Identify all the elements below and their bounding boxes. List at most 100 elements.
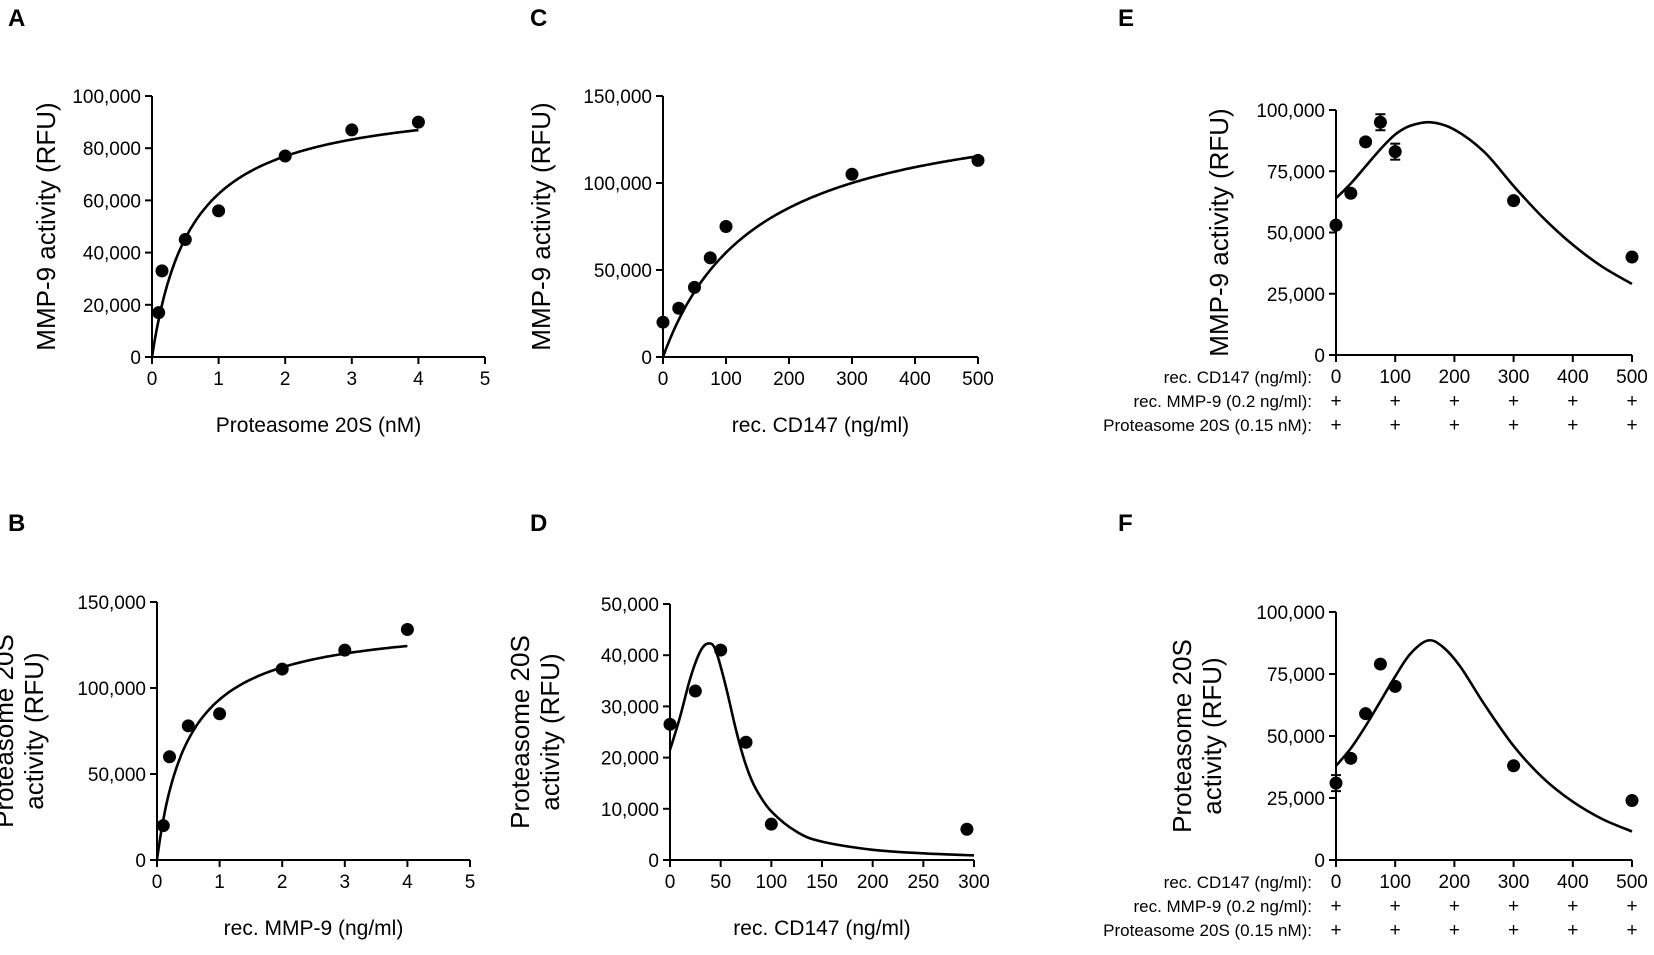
y-tick-label: 80,000 xyxy=(83,139,141,160)
y-tick-label: 20,000 xyxy=(601,749,659,770)
data-point xyxy=(1373,657,1387,671)
data-point xyxy=(338,643,352,657)
panel-f: F 0 25,000 50,000 75,000 100,000 0 100 200 300 400… xyxy=(1103,510,1648,941)
data-point xyxy=(163,750,177,764)
y-tick-label: 0 xyxy=(130,348,141,369)
data-point xyxy=(688,684,702,698)
x-tick-label: 0 xyxy=(152,872,163,893)
y-tick-label: 40,000 xyxy=(601,646,659,667)
condition-plus: + xyxy=(1508,391,1519,412)
y-tick-label: 100,000 xyxy=(1256,603,1325,624)
y-tick-label: 10,000 xyxy=(601,800,659,821)
panel-c: C 0 50,000 100,000 150,000 0 100 200 300 400 500 re… xyxy=(526,5,994,437)
data-point xyxy=(178,233,192,247)
condition-plus: + xyxy=(1449,920,1460,941)
panel-e: E 0 25,000 50,000 75,000 100,000 0 100 200 300 400… xyxy=(1103,5,1648,436)
x-tick-label: 2 xyxy=(280,369,291,390)
x-tick-label: 3 xyxy=(347,369,358,390)
x-tick-label: 0 xyxy=(1331,367,1342,388)
data-point xyxy=(656,315,670,329)
x-tick-label: 300 xyxy=(1498,367,1530,388)
y-tick-label: 0 xyxy=(648,851,659,872)
condition-plus: + xyxy=(1390,896,1401,917)
data-point xyxy=(212,204,226,218)
fit-curve xyxy=(1335,638,1633,833)
data-point xyxy=(1344,751,1358,765)
y-tick-label: 100,000 xyxy=(77,679,146,700)
condition-plus: + xyxy=(1330,415,1341,436)
x-tick-label: 0 xyxy=(1331,872,1342,893)
y-tick-label: 100,000 xyxy=(72,87,141,108)
y-axis-label: MMP-9 activity (RFU) xyxy=(1204,108,1234,356)
x-tick-label: 400 xyxy=(1557,872,1589,893)
data-point xyxy=(1359,135,1373,149)
x-tick-label: 2 xyxy=(277,872,288,893)
data-point xyxy=(1507,194,1521,208)
data-point xyxy=(960,822,974,836)
data-point xyxy=(719,220,733,233)
y-axis-label: MMP-9 activity (RFU) xyxy=(31,102,61,350)
data-point xyxy=(400,623,414,637)
condition-plus: + xyxy=(1449,896,1460,917)
condition-plus: + xyxy=(1626,415,1637,436)
panel-letter: E xyxy=(1118,5,1134,32)
x-tick-label: 400 xyxy=(1557,367,1589,388)
y-tick-label: 100,000 xyxy=(1256,101,1325,122)
fit-curve xyxy=(668,642,975,857)
data-point xyxy=(1388,145,1402,159)
condition-row-label: Proteasome 20S (0.15 nM): xyxy=(1103,416,1312,435)
data-point xyxy=(845,167,859,181)
y-tick-label: 0 xyxy=(641,348,652,369)
condition-plus: + xyxy=(1567,415,1578,436)
panel-d: D 0 10,000 20,000 30,000 40,000 50,000 0 50 100 15… xyxy=(505,510,990,940)
panel-b: B 0 50,000 100,000 150,000 0 1 2 3 4 5 rec. MMP-9 (… xyxy=(0,510,475,940)
y-tick-label: 75,000 xyxy=(1267,162,1325,183)
condition-plus: + xyxy=(1567,896,1578,917)
y-tick-label: 150,000 xyxy=(583,87,652,108)
condition-plus: + xyxy=(1330,920,1341,941)
condition-plus: + xyxy=(1449,391,1460,412)
x-tick-label: 4 xyxy=(402,872,413,893)
data-point xyxy=(663,717,677,731)
x-tick-label: 250 xyxy=(907,872,939,893)
y-tick-label: 25,000 xyxy=(1267,285,1325,306)
data-point xyxy=(278,149,292,163)
data-point xyxy=(345,123,359,137)
data-point xyxy=(764,817,778,831)
panel-letter: D xyxy=(530,510,547,537)
data-point xyxy=(739,735,753,749)
y-axis-label: Proteasome 20S xyxy=(505,635,535,829)
x-tick-label: 100 xyxy=(710,369,742,390)
x-axis-label: Proteasome 20S (nM) xyxy=(216,414,421,437)
y-axis-label: activity (RFU) xyxy=(535,653,565,810)
x-axis-label: rec. CD147 (ng/ml) xyxy=(732,414,909,437)
x-tick-label: 0 xyxy=(658,369,669,390)
y-tick-label: 50,000 xyxy=(88,765,146,786)
condition-row-label: rec. MMP-9 (0.2 ng/ml): xyxy=(1133,897,1312,916)
panel-letter: F xyxy=(1118,510,1133,537)
condition-plus: + xyxy=(1330,896,1341,917)
data-point xyxy=(672,301,686,315)
data-point xyxy=(1373,115,1387,129)
data-point xyxy=(688,280,701,294)
x-tick-label: 100 xyxy=(755,872,787,893)
x-tick-label: 300 xyxy=(836,369,868,390)
data-point xyxy=(1388,679,1402,693)
condition-plus: + xyxy=(1449,415,1460,436)
condition-plus: + xyxy=(1508,920,1519,941)
condition-plus: + xyxy=(1330,391,1341,412)
x-tick-label: 500 xyxy=(1616,367,1648,388)
panel-a: A 0 20,000 40,000 60,000 80,000 100,000 0 1 2 3 4 5 P… xyxy=(8,5,490,437)
panel-letter: A xyxy=(8,5,25,32)
condition-plus: + xyxy=(1567,920,1578,941)
x-tick-label: 300 xyxy=(958,872,990,893)
y-tick-label: 150,000 xyxy=(77,593,146,614)
x-tick-label: 50 xyxy=(710,872,731,893)
y-tick-label: 20,000 xyxy=(83,296,141,317)
condition-plus: + xyxy=(1390,920,1401,941)
condition-plus: + xyxy=(1567,391,1578,412)
x-tick-label: 200 xyxy=(773,369,805,390)
x-tick-label: 0 xyxy=(147,369,158,390)
x-tick-label: 200 xyxy=(1439,367,1471,388)
